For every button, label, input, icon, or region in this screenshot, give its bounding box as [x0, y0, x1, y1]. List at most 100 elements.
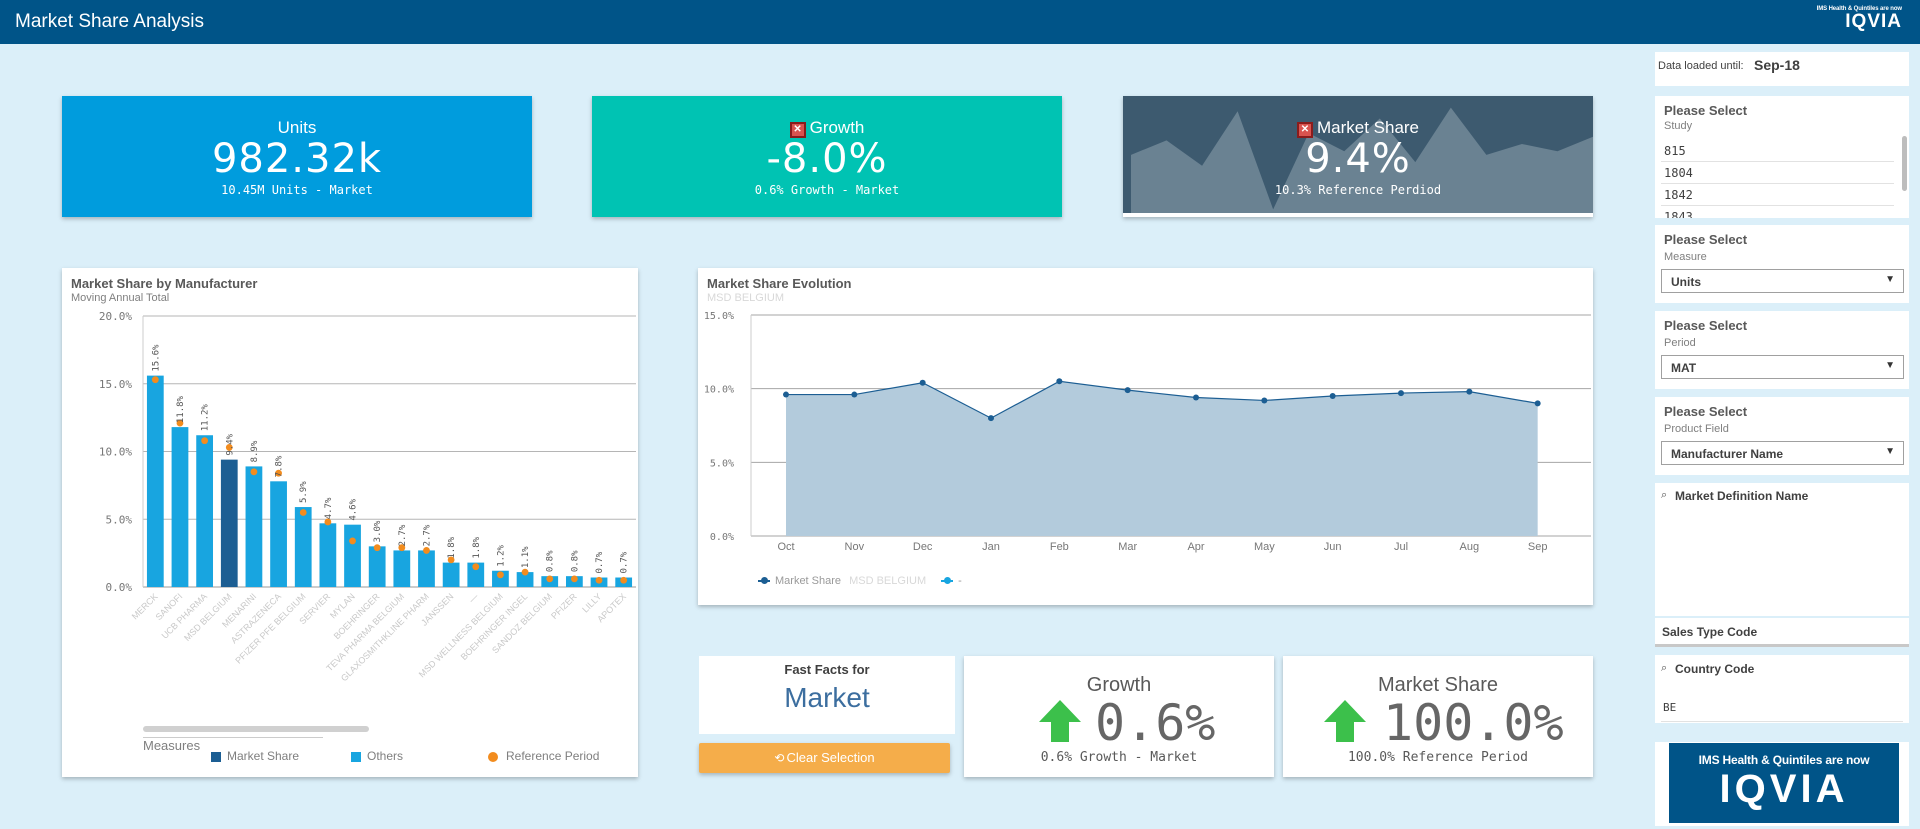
y-tick-label: 15.0%	[704, 311, 734, 322]
country-filter[interactable]: ⌕ Country Code BE	[1655, 655, 1909, 723]
period-filter[interactable]: Please Select Period MAT ▼	[1655, 311, 1909, 389]
legend-market-share[interactable]: Market Share	[211, 749, 299, 763]
manufacturer-chart-subtitle: Moving Annual Total	[71, 292, 170, 304]
bar	[220, 459, 238, 587]
reference-marker	[423, 547, 430, 554]
x-tick-label: Nov	[845, 541, 865, 553]
data-label: 1.2%	[496, 544, 506, 566]
study-filter[interactable]: Please Select Study 815 1804 1842 1843	[1655, 96, 1909, 218]
legend-others[interactable]: Others	[351, 749, 403, 763]
legend-divider	[143, 737, 323, 738]
kpi-units[interactable]: Units 982.32k 10.45M Units - Market	[62, 96, 532, 217]
clear-selection-button[interactable]: ⟲ Clear Selection	[699, 743, 950, 773]
reference-marker	[176, 419, 184, 427]
brand-logo: IMS Health & Quintiles are now IQVIA	[1810, 6, 1902, 38]
fast-facts-growth[interactable]: Growth 0.6% 0.6% Growth - Market	[964, 656, 1274, 777]
data-point	[851, 391, 858, 398]
evolution-legend-market-share: Market Share	[775, 575, 842, 587]
data-label: 1.8%	[472, 536, 482, 558]
data-loaded-label: Data loaded until:	[1658, 60, 1744, 72]
ff-growth-value: 0.6%	[1095, 694, 1216, 752]
bar	[467, 562, 485, 587]
reference-marker	[151, 376, 159, 384]
x-tick-label: Feb	[1050, 541, 1069, 553]
sales-type-title: Sales Type Code	[1662, 625, 1758, 639]
area-fill	[786, 381, 1538, 536]
data-label: 7.8%	[275, 455, 285, 477]
reference-marker	[275, 469, 282, 477]
data-point	[1329, 393, 1336, 400]
logo-tagline: IMS Health & Quintiles are now	[1698, 753, 1870, 767]
period-dropdown[interactable]: MAT ▼	[1661, 355, 1904, 379]
kpi-market-share[interactable]: ✕ Market Share 9.4% 10.3% Reference Perdi…	[1123, 96, 1593, 217]
legend-reference-label: Reference Period	[506, 749, 600, 763]
fast-facts-card: Fast Facts for Market	[699, 656, 955, 734]
bar	[393, 550, 411, 587]
app-header: Market Share Analysis IMS Health & Quint…	[0, 0, 1920, 44]
study-item[interactable]: 1804	[1661, 162, 1894, 184]
data-label: 4.7%	[324, 497, 334, 519]
country-value[interactable]: BE	[1663, 701, 1677, 714]
y-tick-label: 20.0%	[99, 310, 132, 323]
sales-type-filter[interactable]: Sales Type Code	[1655, 618, 1909, 647]
ff-share-title: Market Share	[1377, 674, 1499, 696]
legend-line-market-share	[758, 577, 770, 585]
x-tick-label: —	[467, 591, 480, 604]
study-scrollbar[interactable]	[1902, 136, 1907, 191]
data-label: 8.9%	[250, 440, 260, 462]
y-tick-label: 0.0%	[106, 581, 133, 594]
evolution-legend[interactable]: Market Share MSD BELGIUM -	[758, 575, 962, 587]
product-field-filter[interactable]: Please Select Product Field Manufacturer…	[1655, 397, 1909, 475]
bar	[270, 481, 287, 587]
iqvia-logo: IMS Health & Quintiles are now IQVIA	[1669, 743, 1899, 823]
reference-marker	[595, 576, 603, 584]
brand-wordmark: IQVIA	[1845, 11, 1902, 32]
bar	[294, 507, 312, 587]
search-icon: ⌕	[1661, 489, 1668, 501]
data-point	[1261, 397, 1268, 404]
product-field-filter-title: Please Select	[1664, 404, 1748, 419]
market-definition-filter[interactable]: ⌕ Market Definition Name	[1655, 483, 1909, 616]
evolution-area-chart[interactable]: 0.0% 5.0% 10.0% 15.0% Oct Nov Dec Jan Feb Mar Apr M…	[698, 268, 1593, 568]
reference-marker	[546, 575, 554, 583]
x-tick-label: Sep	[1528, 541, 1548, 553]
measure-filter[interactable]: Please Select Measure Units ▼	[1655, 225, 1909, 303]
measure-dropdown[interactable]: Units ▼	[1661, 269, 1904, 293]
bar	[418, 550, 435, 587]
fast-facts-market-share[interactable]: Market Share 100.0% 100.0% Reference Per…	[1283, 656, 1593, 777]
search-icon: ⌕	[1661, 662, 1668, 674]
reference-marker	[570, 575, 578, 583]
legend-market-share-label: Market Share	[227, 749, 300, 763]
y-tick-label: 0.0%	[710, 532, 734, 543]
study-item[interactable]: 1843	[1661, 206, 1894, 218]
fast-facts-heading: Fast Facts for	[784, 662, 870, 677]
manufacturer-bar-chart[interactable]: 0.0%5.0%10.0%15.0%20.0%15.6%MERCK11.8%SA…	[62, 268, 638, 728]
study-filter-sub: Study	[1664, 120, 1693, 132]
data-point	[1124, 387, 1131, 394]
data-point	[1056, 378, 1063, 385]
product-field-value: Manufacturer Name	[1671, 447, 1784, 461]
study-item[interactable]: 815	[1661, 140, 1894, 162]
bar	[442, 562, 460, 587]
x-tick-label: Dec	[913, 541, 933, 553]
ff-growth-title: Growth	[1086, 674, 1152, 696]
product-field-dropdown[interactable]: Manufacturer Name ▼	[1661, 441, 1904, 465]
brand-tagline: IMS Health & Quintiles are now	[1816, 6, 1902, 12]
kpi-units-sub: 10.45M Units - Market	[221, 183, 373, 197]
reference-marker	[250, 468, 258, 476]
data-point	[1398, 390, 1404, 397]
bar	[146, 375, 164, 587]
data-label: 15.6%	[151, 344, 161, 372]
kpi-growth[interactable]: ✕ Growth -8.0% 0.6% Growth - Market	[592, 96, 1062, 217]
evolution-chart-panel: Market Share Evolution MSD BELGIUM 0.0% 5…	[698, 268, 1593, 605]
error-icon: ✕	[789, 122, 806, 138]
reference-marker	[398, 544, 406, 552]
legend-swatch-market-share	[211, 751, 221, 762]
data-label: 2.7%	[422, 524, 432, 546]
chart-scrollbar[interactable]	[143, 726, 369, 732]
data-label: 0.7%	[620, 551, 630, 573]
bar	[492, 570, 509, 587]
study-item[interactable]: 1842	[1661, 184, 1894, 206]
reference-marker	[349, 537, 356, 545]
legend-reference[interactable]: Reference Period	[488, 749, 599, 763]
